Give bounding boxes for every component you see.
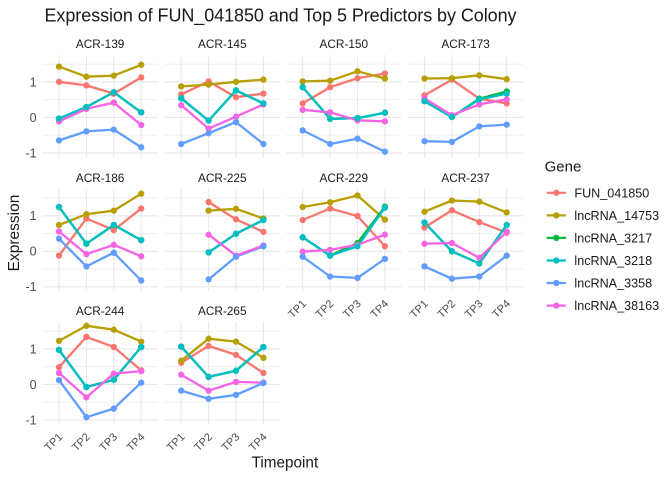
svg-text:1: 1 (30, 209, 37, 223)
svg-text:ACR-265: ACR-265 (198, 304, 247, 318)
svg-text:FUN_041850: FUN_041850 (574, 186, 649, 200)
svg-text:lncRNA_3217: lncRNA_3217 (574, 231, 652, 245)
svg-text:ACR-237: ACR-237 (441, 171, 490, 185)
svg-text:-1: -1 (25, 146, 36, 160)
svg-text:0: 0 (30, 378, 37, 392)
svg-text:ACR-150: ACR-150 (320, 37, 369, 51)
svg-text:ACR-173: ACR-173 (441, 37, 490, 51)
svg-text:ACR-139: ACR-139 (76, 37, 125, 51)
svg-text:ACR-229: ACR-229 (320, 171, 369, 185)
svg-text:lncRNA_3358: lncRNA_3358 (574, 277, 652, 291)
svg-text:-1: -1 (25, 413, 36, 427)
svg-text:Expression of FUN_041850 and T: Expression of FUN_041850 and Top 5 Predi… (45, 6, 517, 27)
svg-text:ACR-244: ACR-244 (76, 304, 125, 318)
svg-text:lncRNA_38163: lncRNA_38163 (574, 299, 659, 313)
svg-text:ACR-145: ACR-145 (198, 37, 247, 51)
svg-text:Gene: Gene (545, 159, 582, 176)
svg-text:ACR-186: ACR-186 (76, 171, 125, 185)
svg-text:Expression: Expression (6, 195, 23, 272)
svg-text:ACR-225: ACR-225 (198, 171, 247, 185)
svg-text:0: 0 (30, 245, 37, 259)
svg-text:Timepoint: Timepoint (252, 455, 319, 472)
svg-text:-1: -1 (25, 280, 36, 294)
svg-text:0: 0 (30, 111, 37, 125)
svg-text:1: 1 (30, 75, 37, 89)
svg-text:1: 1 (30, 342, 37, 356)
svg-text:lncRNA_14753: lncRNA_14753 (574, 209, 659, 223)
svg-text:lncRNA_3218: lncRNA_3218 (574, 254, 652, 268)
